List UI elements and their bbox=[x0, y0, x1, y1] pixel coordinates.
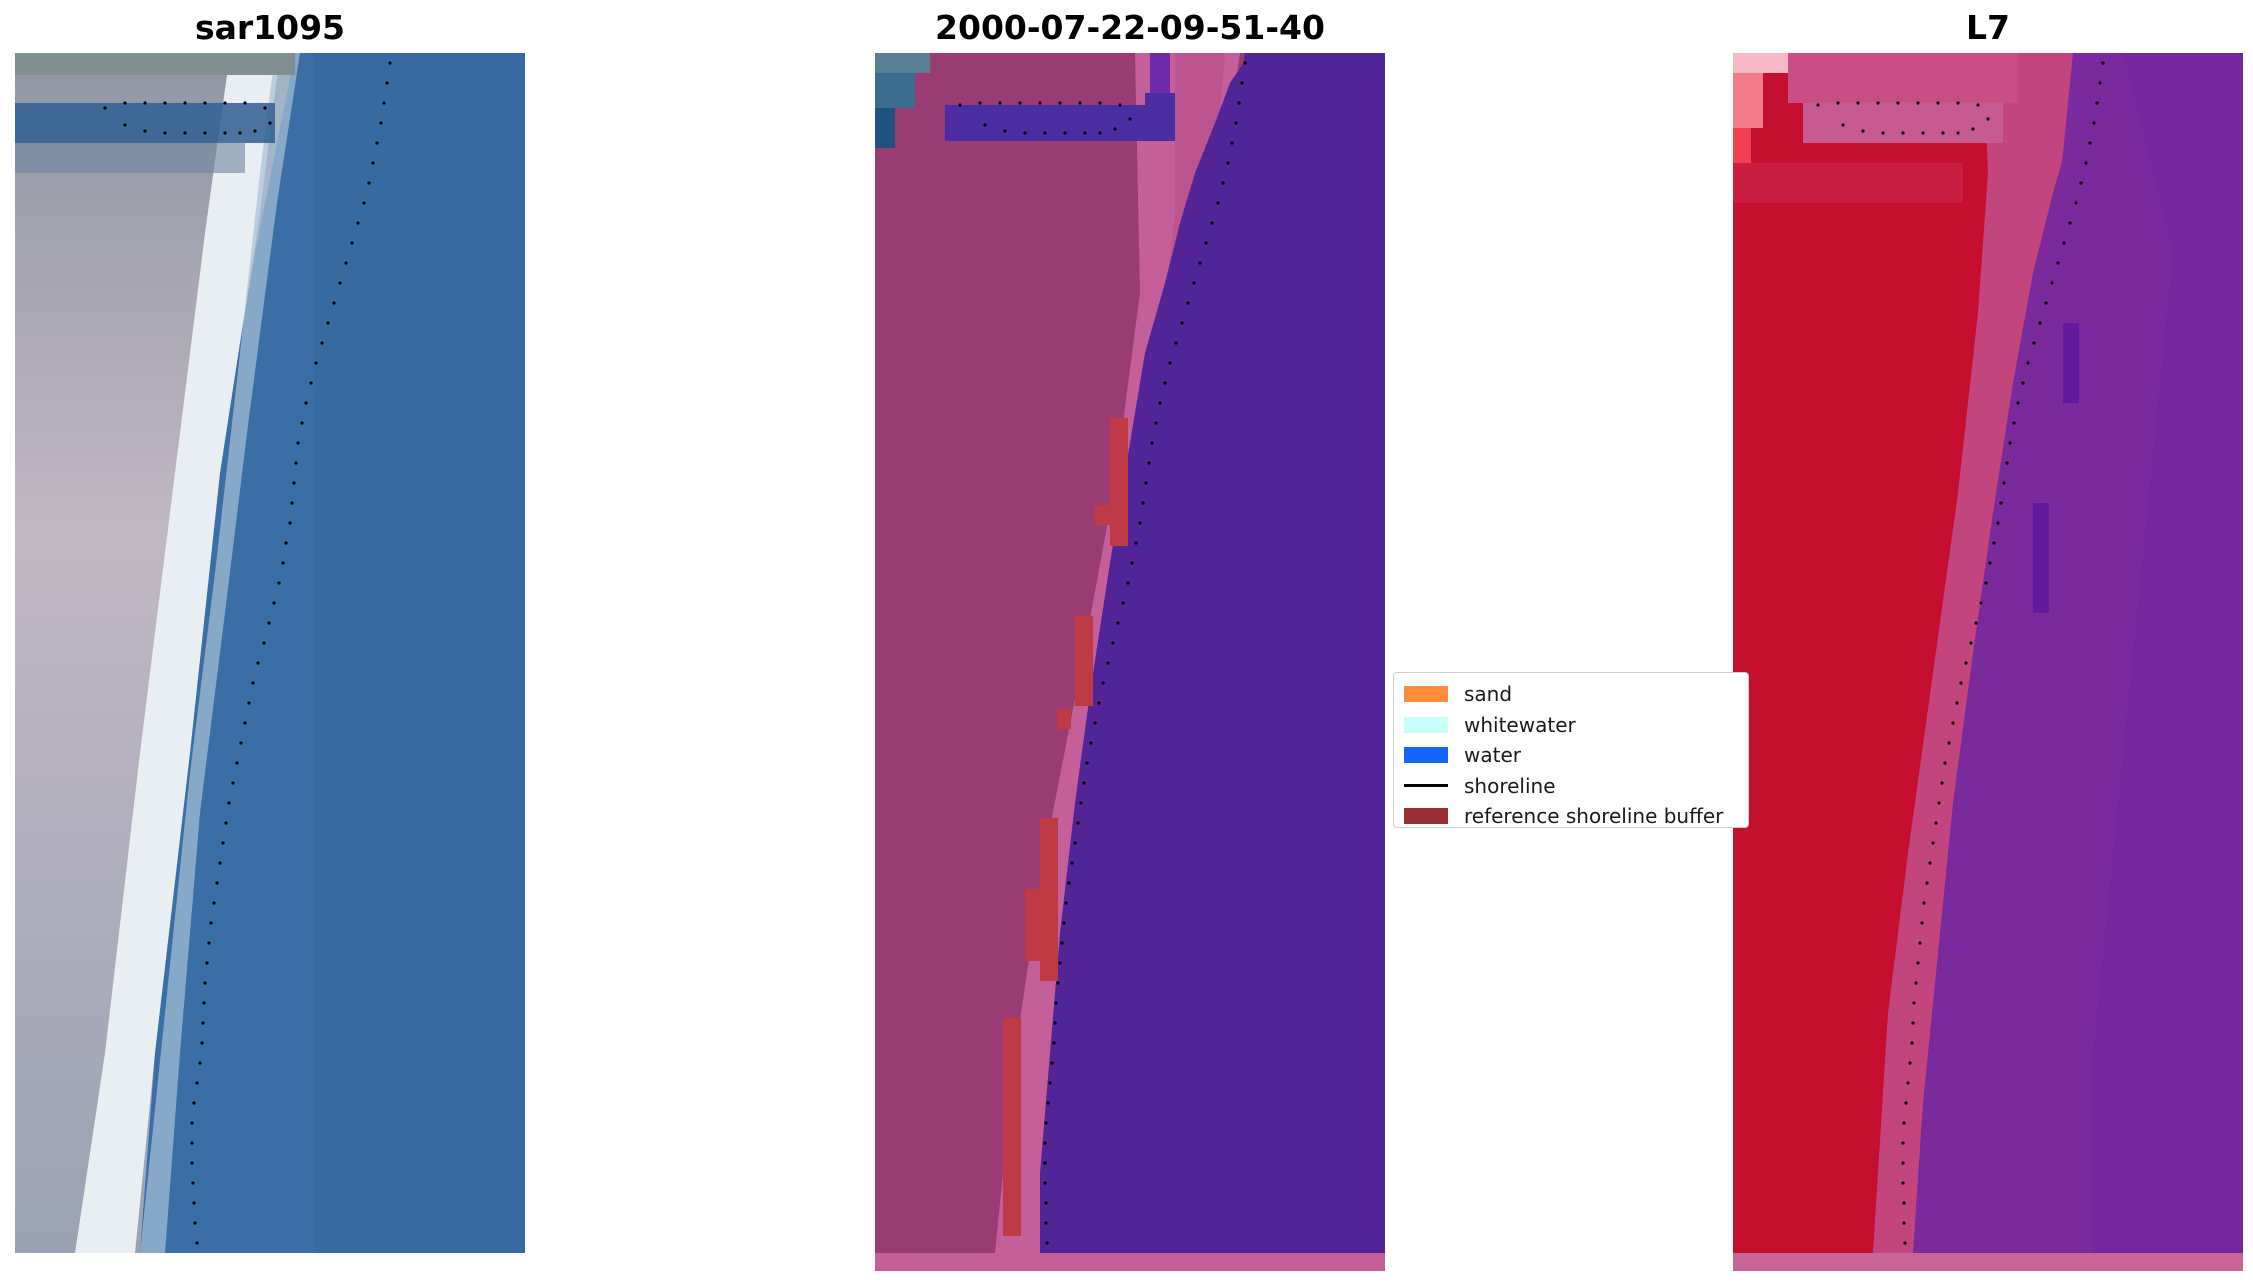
legend-item-reference-shoreline-buffer: reference shoreline buffer bbox=[1404, 801, 1738, 832]
panel-title-rgb: sar1095 bbox=[194, 8, 346, 47]
legend-line-shoreline bbox=[1404, 784, 1448, 788]
legend: sand whitewater water shoreline referenc… bbox=[1393, 672, 1749, 828]
classified-image bbox=[875, 53, 1385, 1271]
legend-item-water: water bbox=[1404, 740, 1738, 771]
legend-label-whitewater: whitewater bbox=[1464, 712, 1576, 737]
rgb-satellite-image bbox=[15, 53, 525, 1253]
legend-swatch-water bbox=[1404, 747, 1448, 764]
legend-item-whitewater: whitewater bbox=[1404, 710, 1738, 741]
legend-label-reference-shoreline-buffer: reference shoreline buffer bbox=[1464, 804, 1724, 829]
legend-swatch-whitewater bbox=[1404, 716, 1448, 733]
legend-label-water: water bbox=[1464, 743, 1521, 768]
shoreline-dots bbox=[958, 61, 1247, 1245]
legend-label-sand: sand bbox=[1464, 682, 1513, 707]
shoreline-dots bbox=[103, 61, 392, 1245]
legend-item-sand: sand bbox=[1404, 679, 1738, 710]
panel-title-classified: 2000-07-22-09-51-40 bbox=[935, 8, 1325, 47]
panel-title-index: L7 bbox=[1966, 8, 2010, 47]
legend-item-shoreline: shoreline bbox=[1404, 771, 1738, 802]
legend-swatch-sand bbox=[1404, 686, 1448, 703]
classified-image-svg bbox=[875, 53, 1385, 1271]
shoreline-dots bbox=[1816, 61, 2105, 1245]
index-image bbox=[1733, 53, 2243, 1271]
legend-swatch-reference-shoreline-buffer bbox=[1404, 808, 1448, 825]
legend-label-shoreline: shoreline bbox=[1464, 773, 1556, 798]
rgb-image-svg bbox=[15, 53, 525, 1253]
index-image-svg bbox=[1733, 53, 2243, 1271]
